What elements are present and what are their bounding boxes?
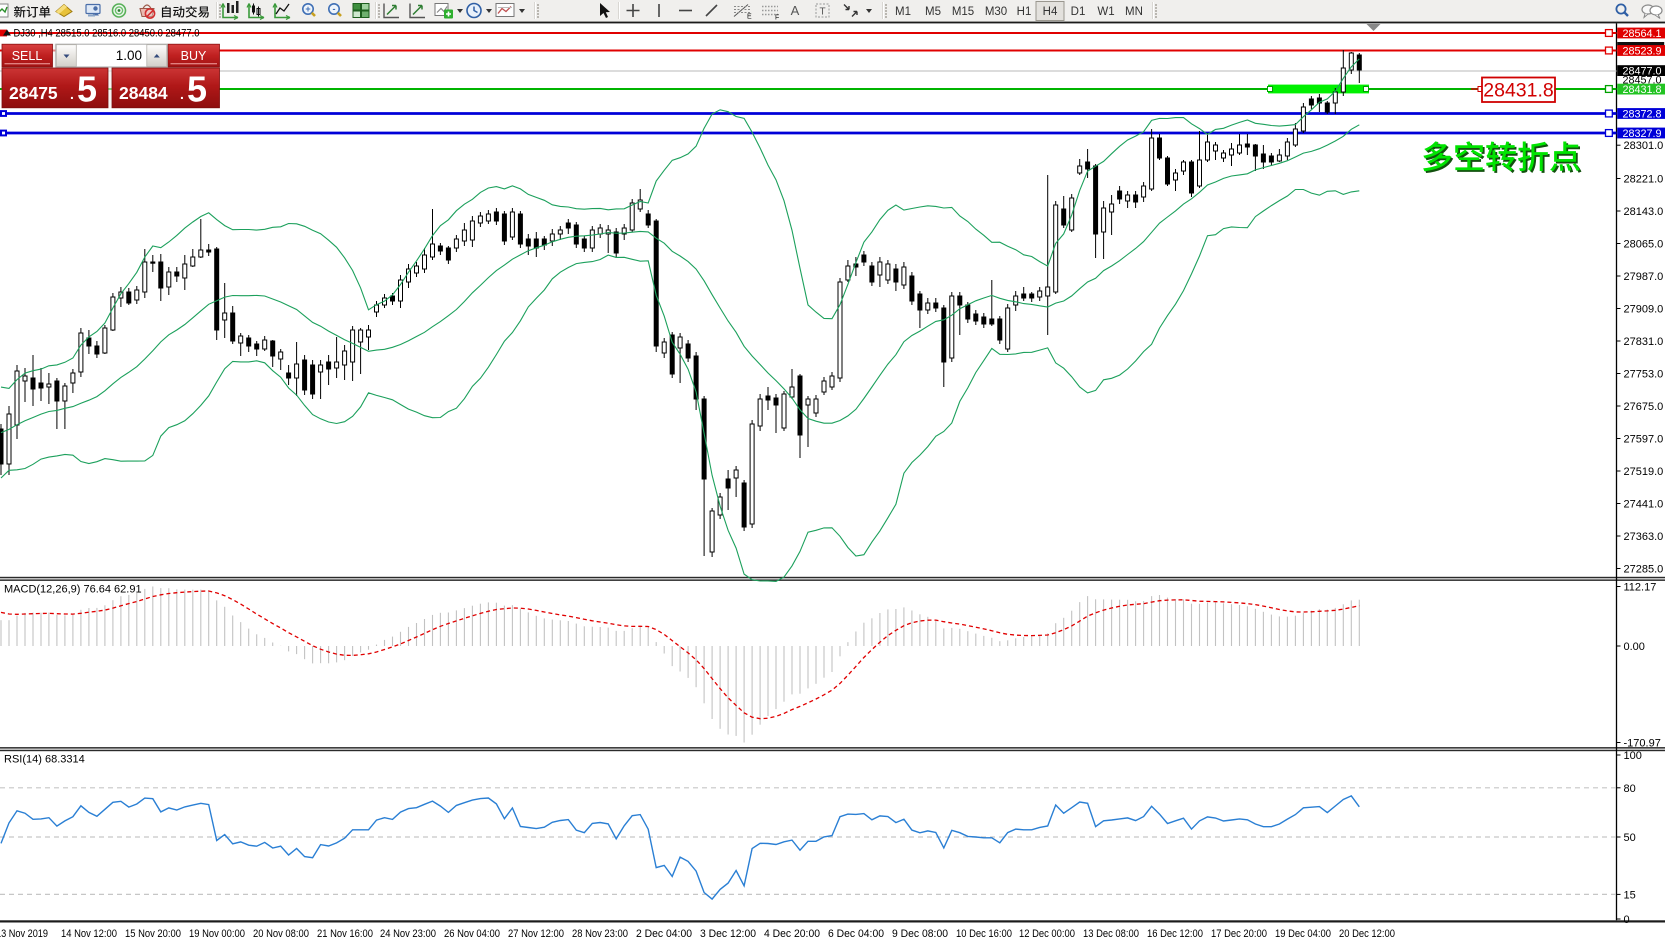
- svg-text:0.00: 0.00: [1624, 641, 1645, 653]
- svg-text:27987.0: 27987.0: [1624, 271, 1664, 283]
- svg-text:100: 100: [1624, 750, 1642, 762]
- svg-text:MACD(12,26,9) 76.64 62.91: MACD(12,26,9) 76.64 62.91: [4, 584, 142, 596]
- svg-text:13 Dec 08:00: 13 Dec 08:00: [1083, 928, 1139, 940]
- svg-text:28477.0: 28477.0: [1623, 66, 1662, 78]
- svg-text:27363.0: 27363.0: [1624, 531, 1664, 543]
- svg-text:27597.0: 27597.0: [1624, 434, 1664, 446]
- svg-text:3 Dec 12:00: 3 Dec 12:00: [700, 928, 756, 940]
- svg-text:M5: M5: [925, 6, 941, 18]
- svg-text:9 Dec 08:00: 9 Dec 08:00: [892, 928, 948, 940]
- svg-text:28143.0: 28143.0: [1624, 206, 1664, 218]
- svg-text:D1: D1: [1071, 6, 1086, 18]
- svg-text:15 Nov 20:00: 15 Nov 20:00: [125, 928, 181, 940]
- svg-text:50: 50: [1624, 832, 1636, 844]
- svg-text:24 Nov 23:00: 24 Nov 23:00: [380, 928, 436, 940]
- svg-text:28327.9: 28327.9: [1623, 128, 1662, 140]
- svg-text:17 Dec 20:00: 17 Dec 20:00: [1211, 928, 1267, 940]
- svg-text:28484: 28484: [119, 83, 168, 103]
- svg-text:M30: M30: [985, 6, 1007, 18]
- svg-text:28475: 28475: [9, 83, 58, 103]
- svg-text:19 Nov 00:00: 19 Nov 00:00: [189, 928, 245, 940]
- svg-text:0: 0: [1624, 914, 1630, 926]
- svg-text:20 Nov 08:00: 20 Nov 08:00: [253, 928, 309, 940]
- svg-text:DJ30 ,H4 28515.0 28516.0 2845: DJ30 ,H4 28515.0 28516.0 28450.0 28477.0: [14, 28, 200, 40]
- svg-text:10 Dec 16:00: 10 Dec 16:00: [956, 928, 1012, 940]
- svg-text:26 Nov 04:00: 26 Nov 04:00: [444, 928, 500, 940]
- svg-text:28065.0: 28065.0: [1624, 239, 1664, 251]
- svg-text:-: -: [333, 4, 336, 14]
- svg-text:M15: M15: [952, 6, 974, 18]
- svg-text:28523.9: 28523.9: [1623, 45, 1662, 57]
- svg-text:27519.0: 27519.0: [1624, 466, 1664, 478]
- svg-text:27441.0: 27441.0: [1624, 499, 1664, 511]
- svg-text:28431.8: 28431.8: [1483, 80, 1554, 102]
- svg-text:28564.1: 28564.1: [1623, 28, 1662, 40]
- svg-text:RSI(14) 68.3314: RSI(14) 68.3314: [4, 754, 85, 766]
- svg-text:T: T: [819, 7, 825, 18]
- svg-text:MN: MN: [1125, 6, 1143, 18]
- svg-text:.: .: [70, 86, 74, 102]
- svg-text:27753.0: 27753.0: [1624, 369, 1664, 381]
- svg-text:15: 15: [1624, 889, 1636, 901]
- svg-text:27909.0: 27909.0: [1624, 304, 1664, 316]
- svg-text:5: 5: [187, 69, 207, 110]
- svg-text:BUY: BUY: [181, 49, 207, 63]
- svg-text:27285.0: 27285.0: [1624, 564, 1664, 576]
- svg-text:H1: H1: [1017, 6, 1032, 18]
- svg-text:28 Nov 23:00: 28 Nov 23:00: [572, 928, 628, 940]
- svg-text:27 Nov 12:00: 27 Nov 12:00: [508, 928, 564, 940]
- svg-text:H4: H4: [1043, 6, 1058, 18]
- svg-text:28221.0: 28221.0: [1624, 174, 1664, 186]
- svg-text:21 Nov 16:00: 21 Nov 16:00: [317, 928, 373, 940]
- svg-text:4 Dec 20:00: 4 Dec 20:00: [764, 928, 820, 940]
- svg-text:80: 80: [1624, 783, 1636, 795]
- svg-text:W1: W1: [1097, 6, 1114, 18]
- svg-text:-170.97: -170.97: [1624, 738, 1661, 750]
- svg-text:F: F: [775, 15, 779, 22]
- svg-text:27675.0: 27675.0: [1624, 401, 1664, 413]
- svg-text:13 Nov 2019: 13 Nov 2019: [0, 928, 48, 940]
- svg-text:28301.0: 28301.0: [1624, 140, 1664, 152]
- svg-text:20 Dec 12:00: 20 Dec 12:00: [1339, 928, 1395, 940]
- svg-text:28457.0: 28457.0: [1623, 74, 1662, 86]
- svg-text:27831.0: 27831.0: [1624, 336, 1664, 348]
- svg-text:16 Dec 12:00: 16 Dec 12:00: [1147, 928, 1203, 940]
- svg-text:.: .: [180, 86, 184, 102]
- svg-text:5: 5: [77, 69, 97, 110]
- svg-text:112.17: 112.17: [1624, 582, 1657, 594]
- svg-text:E: E: [747, 14, 752, 21]
- svg-text:28431.8: 28431.8: [1623, 84, 1662, 96]
- svg-text:12 Dec 00:00: 12 Dec 00:00: [1019, 928, 1075, 940]
- svg-text:+: +: [305, 4, 310, 14]
- svg-text:28372.8: 28372.8: [1623, 108, 1662, 120]
- svg-text:1.00: 1.00: [116, 48, 142, 63]
- svg-text:SELL: SELL: [12, 49, 43, 63]
- svg-text:14 Nov 12:00: 14 Nov 12:00: [61, 928, 117, 940]
- svg-text:2 Dec 04:00: 2 Dec 04:00: [636, 928, 692, 940]
- svg-text:M1: M1: [895, 6, 911, 18]
- svg-text:19 Dec 04:00: 19 Dec 04:00: [1275, 928, 1331, 940]
- svg-text:A: A: [791, 3, 800, 18]
- svg-text:6 Dec 04:00: 6 Dec 04:00: [828, 928, 884, 940]
